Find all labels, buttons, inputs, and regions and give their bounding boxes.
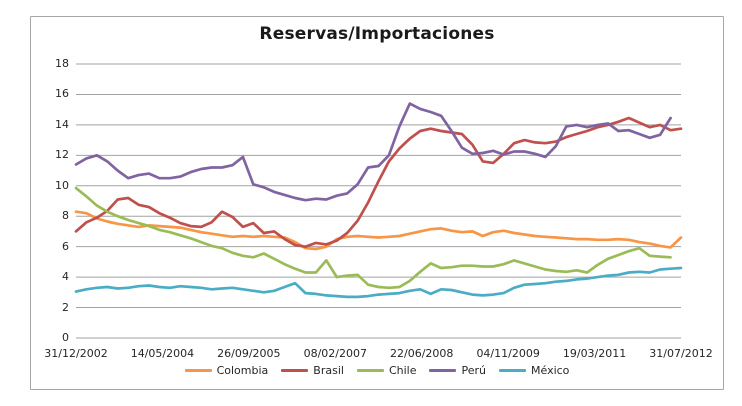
x-axis-tick-label: 26/09/2005 [217,347,281,360]
chart-frame: Reservas/Importaciones 0 2 4 6 8 10 12 14 16 18 3… [30,16,724,390]
legend-item-peru: Perú [429,364,486,377]
plot-area [74,63,683,339]
legend-item-chile: Chile [356,364,417,377]
y-axis-tick-label: 2 [62,300,69,314]
x-axis-tick-label: 04/11/2009 [476,347,540,360]
legend-label: Chile [388,364,417,377]
y-axis-tick-label: 16 [55,87,69,101]
legend-line-swatch-icon [499,369,526,372]
legend-line-swatch-icon [184,369,212,372]
legend-item-colombia: Colombia [184,364,269,377]
y-axis-tick-label: 18 [55,57,69,70]
series-line-colombia [74,210,683,251]
series-line-chile [74,186,672,290]
series-line-mexico [74,266,683,299]
x-axis-tick-label: 19/03/2011 [562,347,627,360]
legend-label: México [531,364,570,377]
legend-item-brasil: Brasil [281,364,344,377]
x-axis-tick-label: 22/06/2008 [390,347,454,360]
x-axis-tick-label: 08/02/2007 [303,347,367,360]
legend-label: Perú [461,364,486,377]
legend-line-swatch-icon [356,369,384,372]
x-axis-tick-label: 14/05/2004 [130,347,195,360]
y-axis-tick-label: 4 [62,270,69,284]
legend-item-mexico: México [499,364,569,377]
legend-label: Colombia [216,364,269,377]
chart-title: Reservas/Importaciones [259,24,495,44]
x-axis-tick-label: 31/07/2012 [649,347,713,360]
y-axis-tick-label: 10 [55,178,69,192]
legend-line-swatch-icon [429,369,457,372]
series-line-brasil [74,116,683,249]
y-axis-tick-label: 8 [62,209,69,223]
legend-label: Brasil [313,364,344,377]
y-axis-tick-label: 6 [62,239,69,253]
legend: Colombia Brasil Chile Perú México [31,364,723,377]
y-axis-tick-label: 0 [62,331,69,344]
y-axis-tick-label: 12 [55,148,69,162]
legend-line-swatch-icon [281,369,309,372]
series-line-peru [74,102,672,202]
y-axis-tick-label: 14 [55,117,69,131]
x-axis-tick-label: 31/12/2002 [44,347,108,360]
